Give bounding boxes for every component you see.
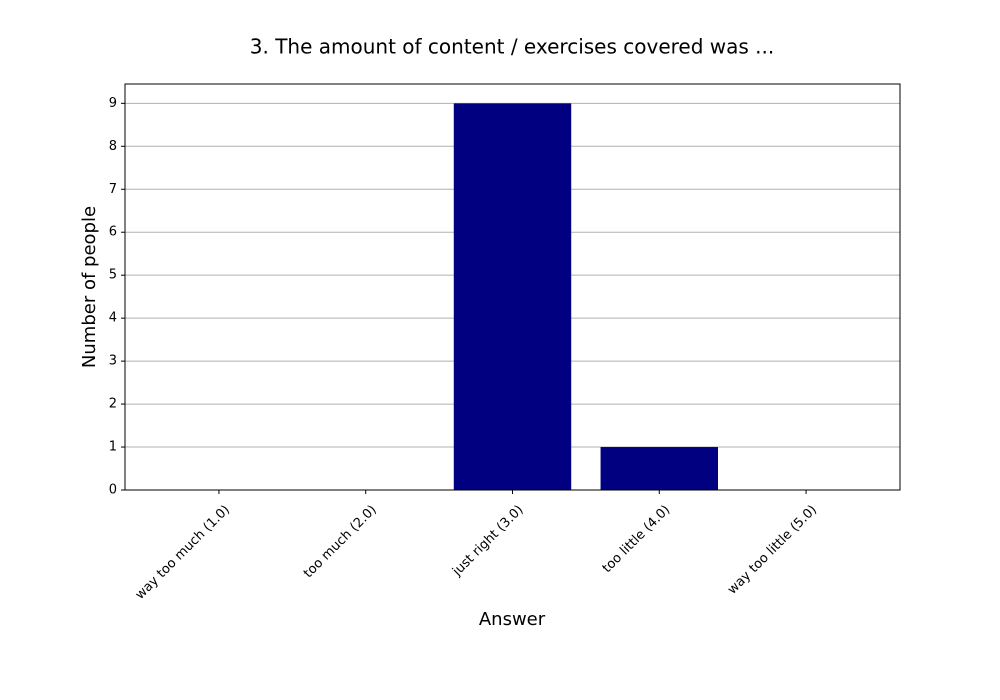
y-axis-label: Number of people xyxy=(79,206,100,368)
y-tick-label: 4 xyxy=(109,311,117,326)
y-tick-label: 2 xyxy=(109,397,117,412)
y-tick-label: 3 xyxy=(109,354,117,369)
y-tick-label: 9 xyxy=(109,96,117,111)
y-tick-label: 1 xyxy=(109,440,117,455)
bars xyxy=(453,103,718,490)
chart-title: 3. The amount of content / exercises cov… xyxy=(250,35,774,59)
y-tick-label: 8 xyxy=(109,139,117,154)
y-tick-label: 6 xyxy=(109,225,117,240)
bar xyxy=(600,447,718,490)
x-axis-label: Answer xyxy=(479,609,546,630)
y-tick-label: 5 xyxy=(109,268,117,283)
bar xyxy=(453,103,572,490)
y-tick-label: 0 xyxy=(109,483,117,498)
y-tick-label: 7 xyxy=(109,182,117,197)
